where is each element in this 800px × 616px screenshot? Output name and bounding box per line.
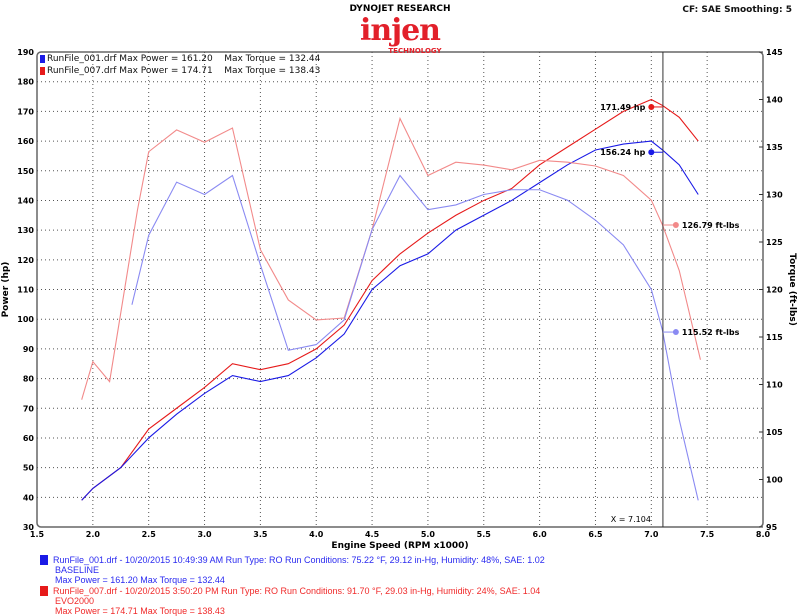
- y-tick-label: 70: [23, 404, 35, 413]
- marker-label: 171.49 hp: [600, 103, 645, 112]
- y2-tick-label: 135: [766, 143, 783, 152]
- run-color-swatch[interactable]: [40, 586, 48, 596]
- x-tick-label: 6.0: [533, 530, 548, 539]
- run-info-evo2000: RunFile_007.drf - 10/20/2015 3:50:20 PM …: [40, 586, 540, 616]
- x-tick-label: 7.0: [644, 530, 659, 539]
- logo-subtitle: TECHNOLOGY: [388, 47, 442, 55]
- run-color-swatch[interactable]: [40, 555, 48, 565]
- y-tick-label: 90: [23, 345, 35, 354]
- run-info-baseline: RunFile_001.drf - 10/20/2015 10:49:39 AM…: [40, 555, 545, 585]
- x-tick-label: 6.5: [588, 530, 603, 539]
- y-tick-label: 130: [17, 226, 34, 235]
- x-tick-label: 2.0: [86, 530, 101, 539]
- marker-dot: [672, 221, 679, 228]
- y-tick-label: 60: [23, 434, 35, 443]
- y2-tick-label: 125: [766, 238, 783, 247]
- legend-top-2: RunFile_007.drf Max Power = 174.71 Max T…: [40, 66, 320, 77]
- marker-dot: [648, 103, 655, 110]
- y2-tick-label: 120: [766, 286, 783, 295]
- settings-label: CF: SAE Smoothing: 5: [682, 5, 792, 15]
- series-line-torque-2: [81, 116, 701, 400]
- y2-tick-label: 100: [766, 476, 783, 485]
- marker-label: 115.52 ft-lbs: [682, 328, 740, 337]
- x-tick-label: 5.5: [477, 530, 492, 539]
- y-axis-label: Power (hp): [1, 262, 11, 318]
- x-tick-label: 3.0: [197, 530, 212, 539]
- y-tick-label: 30: [23, 523, 35, 532]
- series-line-power-0: [81, 98, 699, 501]
- y2-tick-label: 130: [766, 191, 783, 200]
- y-tick-label: 160: [17, 137, 34, 146]
- injen-logo: injen: [360, 13, 441, 48]
- y-tick-label: 110: [17, 286, 34, 295]
- y2-tick-label: 105: [766, 428, 783, 437]
- marker-label: 126.79 ft-lbs: [682, 221, 740, 230]
- y2-tick-label: 140: [766, 96, 783, 105]
- y-tick-label: 80: [23, 375, 35, 384]
- y2-axis-label: Torque (ft-lbs): [787, 253, 797, 326]
- y-tick-label: 100: [17, 315, 34, 324]
- x-tick-label: 4.5: [365, 530, 380, 539]
- x-tick-label: 3.5: [253, 530, 268, 539]
- series-line-torque-3: [131, 174, 699, 501]
- logo: DYNOJET RESEARCH injen TECHNOLOGY: [330, 4, 470, 55]
- y2-tick-label: 145: [766, 48, 783, 57]
- x-tick-label: 5.0: [421, 530, 436, 539]
- y-tick-label: 170: [17, 107, 34, 116]
- y2-tick-label: 115: [766, 333, 783, 342]
- y-tick-label: 40: [23, 493, 35, 502]
- marker-dot: [672, 329, 679, 336]
- y2-tick-label: 95: [766, 523, 778, 532]
- y-tick-label: 190: [17, 48, 34, 57]
- x-tick-label: 7.5: [700, 530, 715, 539]
- x-tick-label: 1.5: [30, 530, 45, 539]
- y-tick-label: 50: [23, 464, 35, 473]
- x-axis-label: Engine Speed (RPM x1000): [331, 541, 468, 551]
- y-tick-label: 150: [17, 167, 34, 176]
- brand-title: DYNOJET RESEARCH: [349, 4, 451, 14]
- series-line-power-1: [81, 140, 699, 501]
- marker-label: 156.24 hp: [600, 148, 645, 157]
- marker-dot: [648, 149, 655, 156]
- y-tick-label: 180: [17, 78, 34, 87]
- x-tick-label: 4.0: [309, 530, 324, 539]
- legend-top-1: RunFile_001.drf Max Power = 161.20 Max T…: [40, 54, 320, 65]
- y2-tick-label: 110: [766, 381, 783, 390]
- x-tick-label: 8.0: [756, 530, 771, 539]
- x-tick-label: 2.5: [142, 530, 157, 539]
- y-tick-label: 140: [17, 196, 34, 205]
- cursor-label: X = 7.104: [611, 515, 651, 524]
- y-tick-label: 120: [17, 256, 34, 265]
